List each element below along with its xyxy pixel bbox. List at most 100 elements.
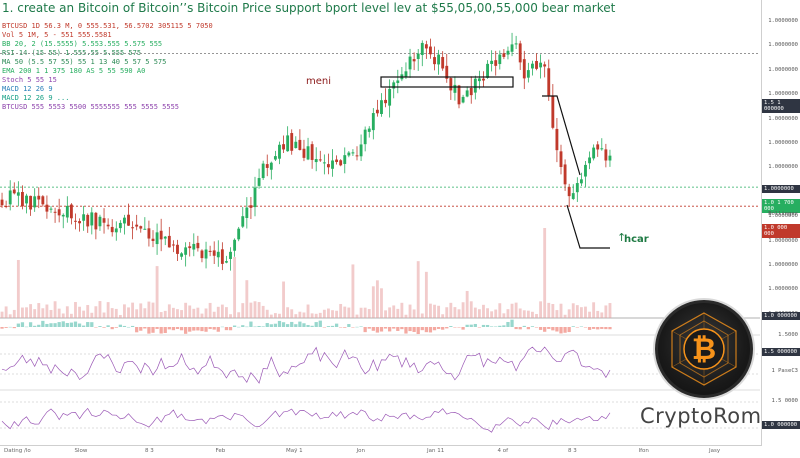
candle-body <box>408 56 412 70</box>
volume-bar <box>429 303 432 318</box>
candle-body <box>139 226 143 229</box>
macd-bar <box>281 322 286 327</box>
candle-body <box>184 247 188 255</box>
candle-body <box>114 228 118 233</box>
legend-row[interactable]: BB 20, 2 (15.5555) 5.553.555 5.575 555 <box>2 40 163 48</box>
volume-bar <box>45 304 49 318</box>
volume-bar <box>441 314 445 318</box>
macd-bar <box>465 324 469 327</box>
indicator-legend: BTCUSD 1D 56.3 M, 0 555.531, 56.5702 305… <box>2 22 213 112</box>
macd-bar <box>286 324 290 327</box>
candle-body <box>412 59 416 62</box>
volume-bar <box>69 313 73 318</box>
macd-bar <box>65 322 69 327</box>
volume-bar <box>188 305 192 318</box>
volume-bar <box>90 312 94 318</box>
volume-bar <box>82 310 86 318</box>
legend-row[interactable]: Vol 5 1M, 5 - 551 555.5581 <box>2 31 112 39</box>
volume-bar <box>588 311 591 318</box>
legend-row[interactable]: MACD 12 26 9 ... <box>2 94 70 102</box>
macd-bar <box>477 327 482 328</box>
candle-body <box>241 216 245 227</box>
macd-bar <box>596 327 600 330</box>
candle-body <box>371 113 375 131</box>
macd-bar <box>228 327 233 331</box>
candle-body <box>118 222 122 229</box>
candle-body <box>449 78 453 91</box>
macd-bar <box>416 327 420 335</box>
candle-body <box>539 62 543 68</box>
candle-body <box>131 227 135 229</box>
candle-body <box>159 230 163 240</box>
macd-bar <box>551 327 555 331</box>
price-tick-label: 1.0000000 <box>768 91 798 98</box>
price-tick-label: 1.0000000 <box>768 18 798 24</box>
legend-row[interactable]: Stoch 5 55 15 <box>2 76 57 84</box>
macd-bar <box>37 324 41 327</box>
candle-body <box>327 164 330 168</box>
annotation-trendline <box>566 204 610 249</box>
volume-bar <box>253 301 257 318</box>
macd-bar <box>392 327 396 329</box>
volume-bar <box>151 302 155 318</box>
volume-bar <box>208 302 212 318</box>
time-axis[interactable]: Dating /lo Slow 8 3 Feb Maÿ 1 Jon Jan 11 4 of 8 … <box>0 445 762 458</box>
time-tick-label: Jon <box>356 448 365 454</box>
legend-row[interactable]: EMA 200 1 1 375 180 AS 5 55 590 A0 <box>2 67 146 75</box>
legend-row[interactable]: BTCUSD 1D 56.3 M, 0 555.531, 56.5702 305… <box>2 22 213 30</box>
macd-bar <box>334 323 339 327</box>
macd-bar <box>237 326 241 328</box>
candle-body <box>171 244 175 246</box>
candle-body <box>106 224 110 227</box>
volume-bar <box>294 314 298 318</box>
macd-bar <box>506 321 510 327</box>
volume-bar <box>608 303 612 318</box>
macd-bar <box>277 320 282 327</box>
macd-bar <box>192 327 196 331</box>
legend-row[interactable]: MA 50 (5.5 57 55) 55 1 13 40 5 57 5 575 <box>2 58 167 66</box>
volume-bar <box>282 281 285 318</box>
macd-bar <box>355 326 359 328</box>
volume-bar <box>380 288 383 318</box>
macd-bar <box>126 326 131 328</box>
macd-bar <box>249 321 253 327</box>
macd-bar <box>563 327 567 333</box>
volume-bar <box>123 304 126 318</box>
chart-canvas[interactable] <box>0 0 762 445</box>
legend-row[interactable]: MACD 12 26 9 <box>2 85 53 93</box>
candle-body <box>514 43 518 45</box>
macd-bar <box>481 324 486 327</box>
candle-body <box>216 251 220 258</box>
candle-body <box>437 54 441 65</box>
macd-bar <box>587 327 592 330</box>
candle-body <box>547 68 551 96</box>
price-tick-label: 1.0000000 <box>768 42 798 49</box>
macd-bar <box>396 327 400 331</box>
volume-bar <box>498 303 502 318</box>
candle-body <box>155 232 159 245</box>
volume-bar <box>535 314 538 318</box>
macd-bar <box>261 326 265 327</box>
candle-body <box>526 70 530 78</box>
price-tick-label: 1.0000000 <box>768 262 798 268</box>
volume-bar <box>310 313 314 318</box>
volume-bar <box>367 309 371 318</box>
volume-bar <box>514 302 518 318</box>
volume-bar <box>233 257 237 318</box>
price-axis[interactable]: 1.0000000 1.0000000 1.0000000 1.0000000 1.00… <box>761 0 800 445</box>
macd-bar <box>494 326 498 328</box>
candle-body <box>461 96 465 103</box>
volume-bar <box>563 314 567 318</box>
candle-body <box>441 57 445 69</box>
legend-row[interactable]: RSI 14 (15 55) 1.555.55 5.555 575 <box>2 49 142 57</box>
macd-bar <box>559 327 563 334</box>
macd-bar <box>400 327 404 330</box>
candle-body <box>123 217 126 224</box>
candle-body <box>604 149 608 161</box>
volume-bar <box>106 302 110 318</box>
legend-row[interactable]: BTCUSD 555 5553 5500 5555555 555 5555 55… <box>2 103 180 111</box>
candle-body <box>322 162 326 164</box>
macd-bar <box>449 326 453 327</box>
volume-bar <box>347 307 351 318</box>
candle-body <box>253 187 257 208</box>
